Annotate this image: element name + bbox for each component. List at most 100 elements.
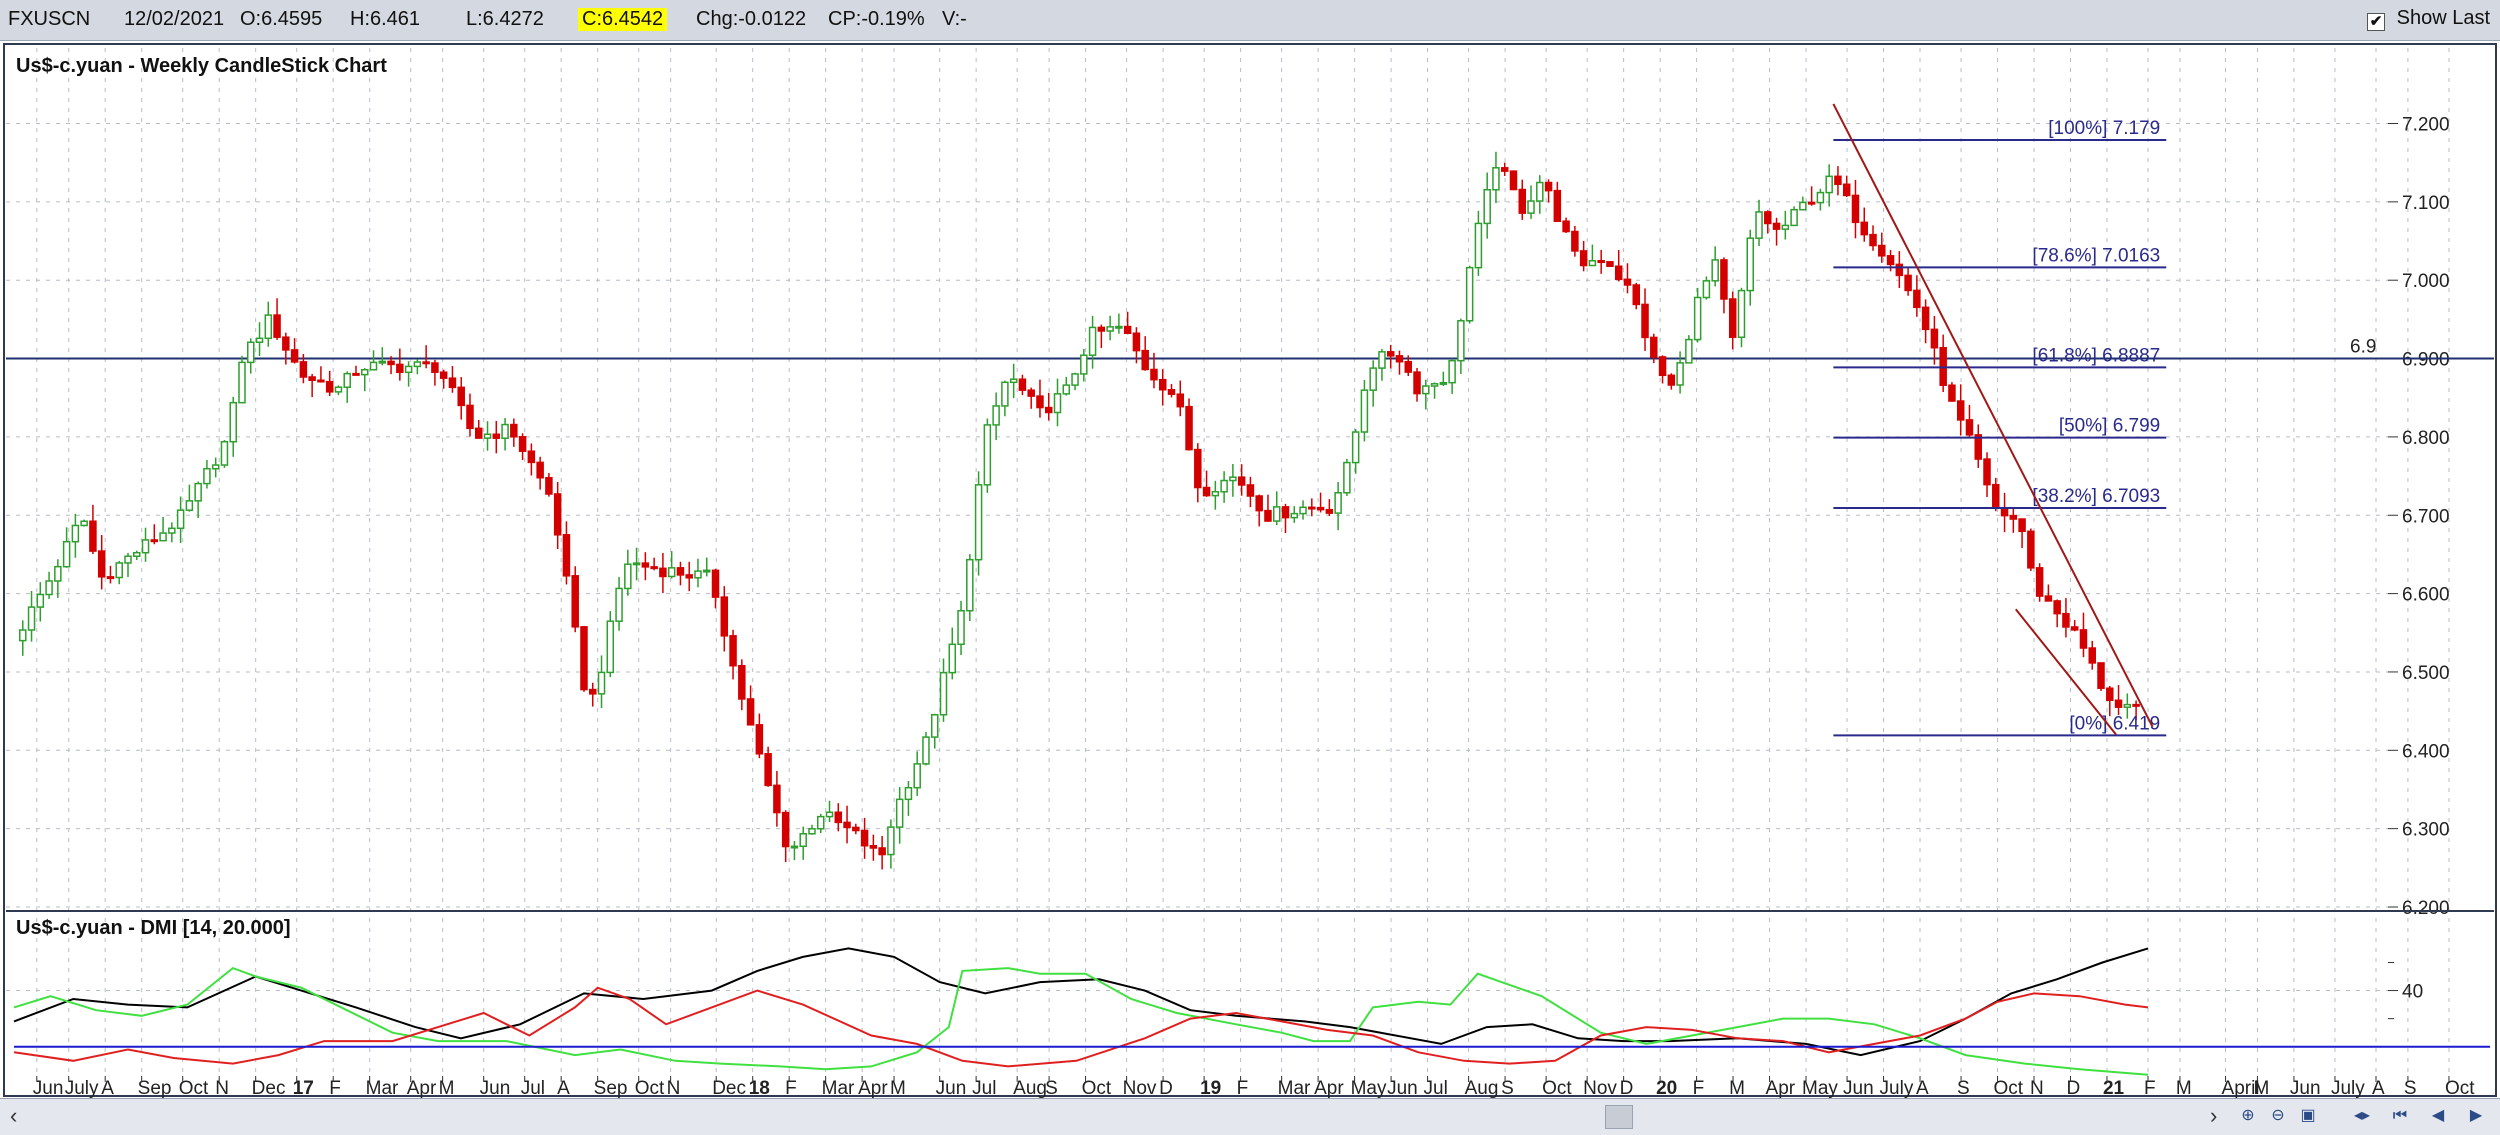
candle-body	[2009, 514, 2018, 520]
candle-body	[1930, 328, 1939, 349]
candle-body	[2018, 518, 2026, 533]
candle-body	[466, 404, 474, 430]
x-tick-label: May	[1351, 1078, 1387, 1098]
zoom-out-icon[interactable]: ⊖	[2271, 1107, 2285, 1124]
fib-level-label: [78.6%] 7.0163	[2032, 245, 2160, 266]
scroll-right-arrow-icon[interactable]: ›	[2210, 1103, 2218, 1128]
candle	[878, 836, 886, 870]
candle-body	[1422, 385, 1430, 395]
y-tick-label: 6.700	[2402, 506, 2450, 527]
candle	[369, 350, 378, 371]
candle-body	[1702, 280, 1711, 299]
candle	[27, 591, 36, 642]
candle	[1781, 210, 1790, 240]
candle	[229, 396, 237, 457]
candle-body	[1465, 266, 1474, 322]
trend-line	[2014, 608, 2117, 736]
open-value: O:6.4595	[240, 8, 323, 30]
candle	[1413, 367, 1421, 402]
candle-body	[1650, 336, 1658, 358]
candle	[1956, 384, 1965, 436]
candle-body	[1158, 378, 1167, 391]
x-tick-label: D	[1620, 1078, 1634, 1098]
candle	[1009, 363, 1018, 399]
candle	[404, 361, 413, 387]
candle-body	[483, 433, 492, 439]
candle	[895, 787, 904, 844]
go-first-icon[interactable]: ⏮	[2392, 1107, 2408, 1124]
candle	[1641, 288, 1649, 351]
candle-body	[1606, 261, 1614, 268]
x-tick-label: Apr	[1766, 1078, 1796, 1098]
candle-body	[2027, 530, 2035, 569]
candle	[1229, 463, 1237, 497]
zoom-in-icon[interactable]: ⊕	[2241, 1107, 2255, 1124]
x-tick-label: Nov	[1123, 1078, 1157, 1098]
candle-body	[1176, 393, 1185, 408]
x-tick-label: Nov	[1583, 1078, 1617, 1098]
candle-body	[1220, 479, 1228, 493]
candle-body	[97, 550, 106, 578]
candle	[808, 824, 816, 835]
candle	[702, 557, 711, 577]
candle-body	[282, 336, 290, 351]
candle	[2053, 599, 2061, 628]
candle-body	[1351, 431, 1360, 464]
candle	[1474, 210, 1483, 276]
x-tick-label: F	[329, 1078, 341, 1098]
expand-icon[interactable]: ◂▸	[2353, 1107, 2371, 1124]
candle-body	[1904, 274, 1912, 292]
candle	[1702, 276, 1711, 300]
candle	[1983, 452, 1991, 498]
candle	[1351, 428, 1360, 474]
x-tick-label: April	[2222, 1078, 2260, 1098]
candle-body	[352, 372, 360, 376]
candle-body	[1237, 476, 1246, 486]
candle	[738, 659, 746, 711]
candle-body	[378, 360, 387, 364]
candle-body	[1878, 244, 1886, 257]
dmi-di-plus-line	[13, 966, 2149, 1076]
candle	[80, 519, 88, 527]
candle	[483, 421, 492, 451]
candle-body	[36, 593, 45, 608]
candle-body	[773, 784, 781, 814]
candle	[413, 359, 422, 375]
step-back-icon[interactable]: ◀	[2431, 1107, 2445, 1124]
candle-body	[1308, 506, 1316, 510]
candle-body	[895, 798, 904, 828]
fit-chart-icon[interactable]: ▣	[2300, 1107, 2316, 1124]
step-forward-icon[interactable]: ▶	[2469, 1107, 2483, 1124]
show-last-checkbox[interactable]: ✔	[2367, 13, 2386, 31]
candle-body	[939, 671, 948, 716]
candle-body	[518, 436, 527, 452]
candle	[904, 781, 913, 816]
candle-body	[659, 567, 667, 578]
x-tick-label: S	[1957, 1078, 1970, 1098]
candle	[869, 834, 878, 861]
candle-body	[510, 423, 518, 438]
low-value: L:6.4272	[466, 8, 544, 30]
show-last-toggle[interactable]: ✔ Show Last	[2367, 7, 2490, 31]
volume-value: V:-	[942, 8, 967, 30]
x-tick-label: Mar	[822, 1078, 855, 1098]
candle	[1001, 380, 1009, 417]
candle-body	[536, 461, 544, 479]
candle	[185, 484, 194, 512]
candle	[1755, 199, 1763, 247]
candle-body	[1641, 303, 1649, 339]
candle	[1614, 250, 1623, 282]
x-tick-label: 17	[293, 1078, 314, 1098]
candle	[501, 418, 509, 451]
candle	[194, 481, 202, 519]
candle	[106, 565, 115, 584]
candle-body	[431, 362, 439, 373]
candle-body	[1395, 355, 1404, 363]
y-tick-label: 6.200	[2402, 898, 2450, 919]
scroll-bar[interactable]: ‹ › ⊕ ⊖ ▣ ◂▸ ⏮ ◀ ▶	[0, 1098, 2500, 1135]
x-tick-label: 18	[749, 1078, 770, 1098]
candle-body	[527, 450, 536, 464]
scroll-left-arrow-icon[interactable]: ‹	[10, 1103, 18, 1128]
candle-body	[1492, 167, 1500, 191]
scroll-thumb[interactable]	[1605, 1105, 1633, 1129]
